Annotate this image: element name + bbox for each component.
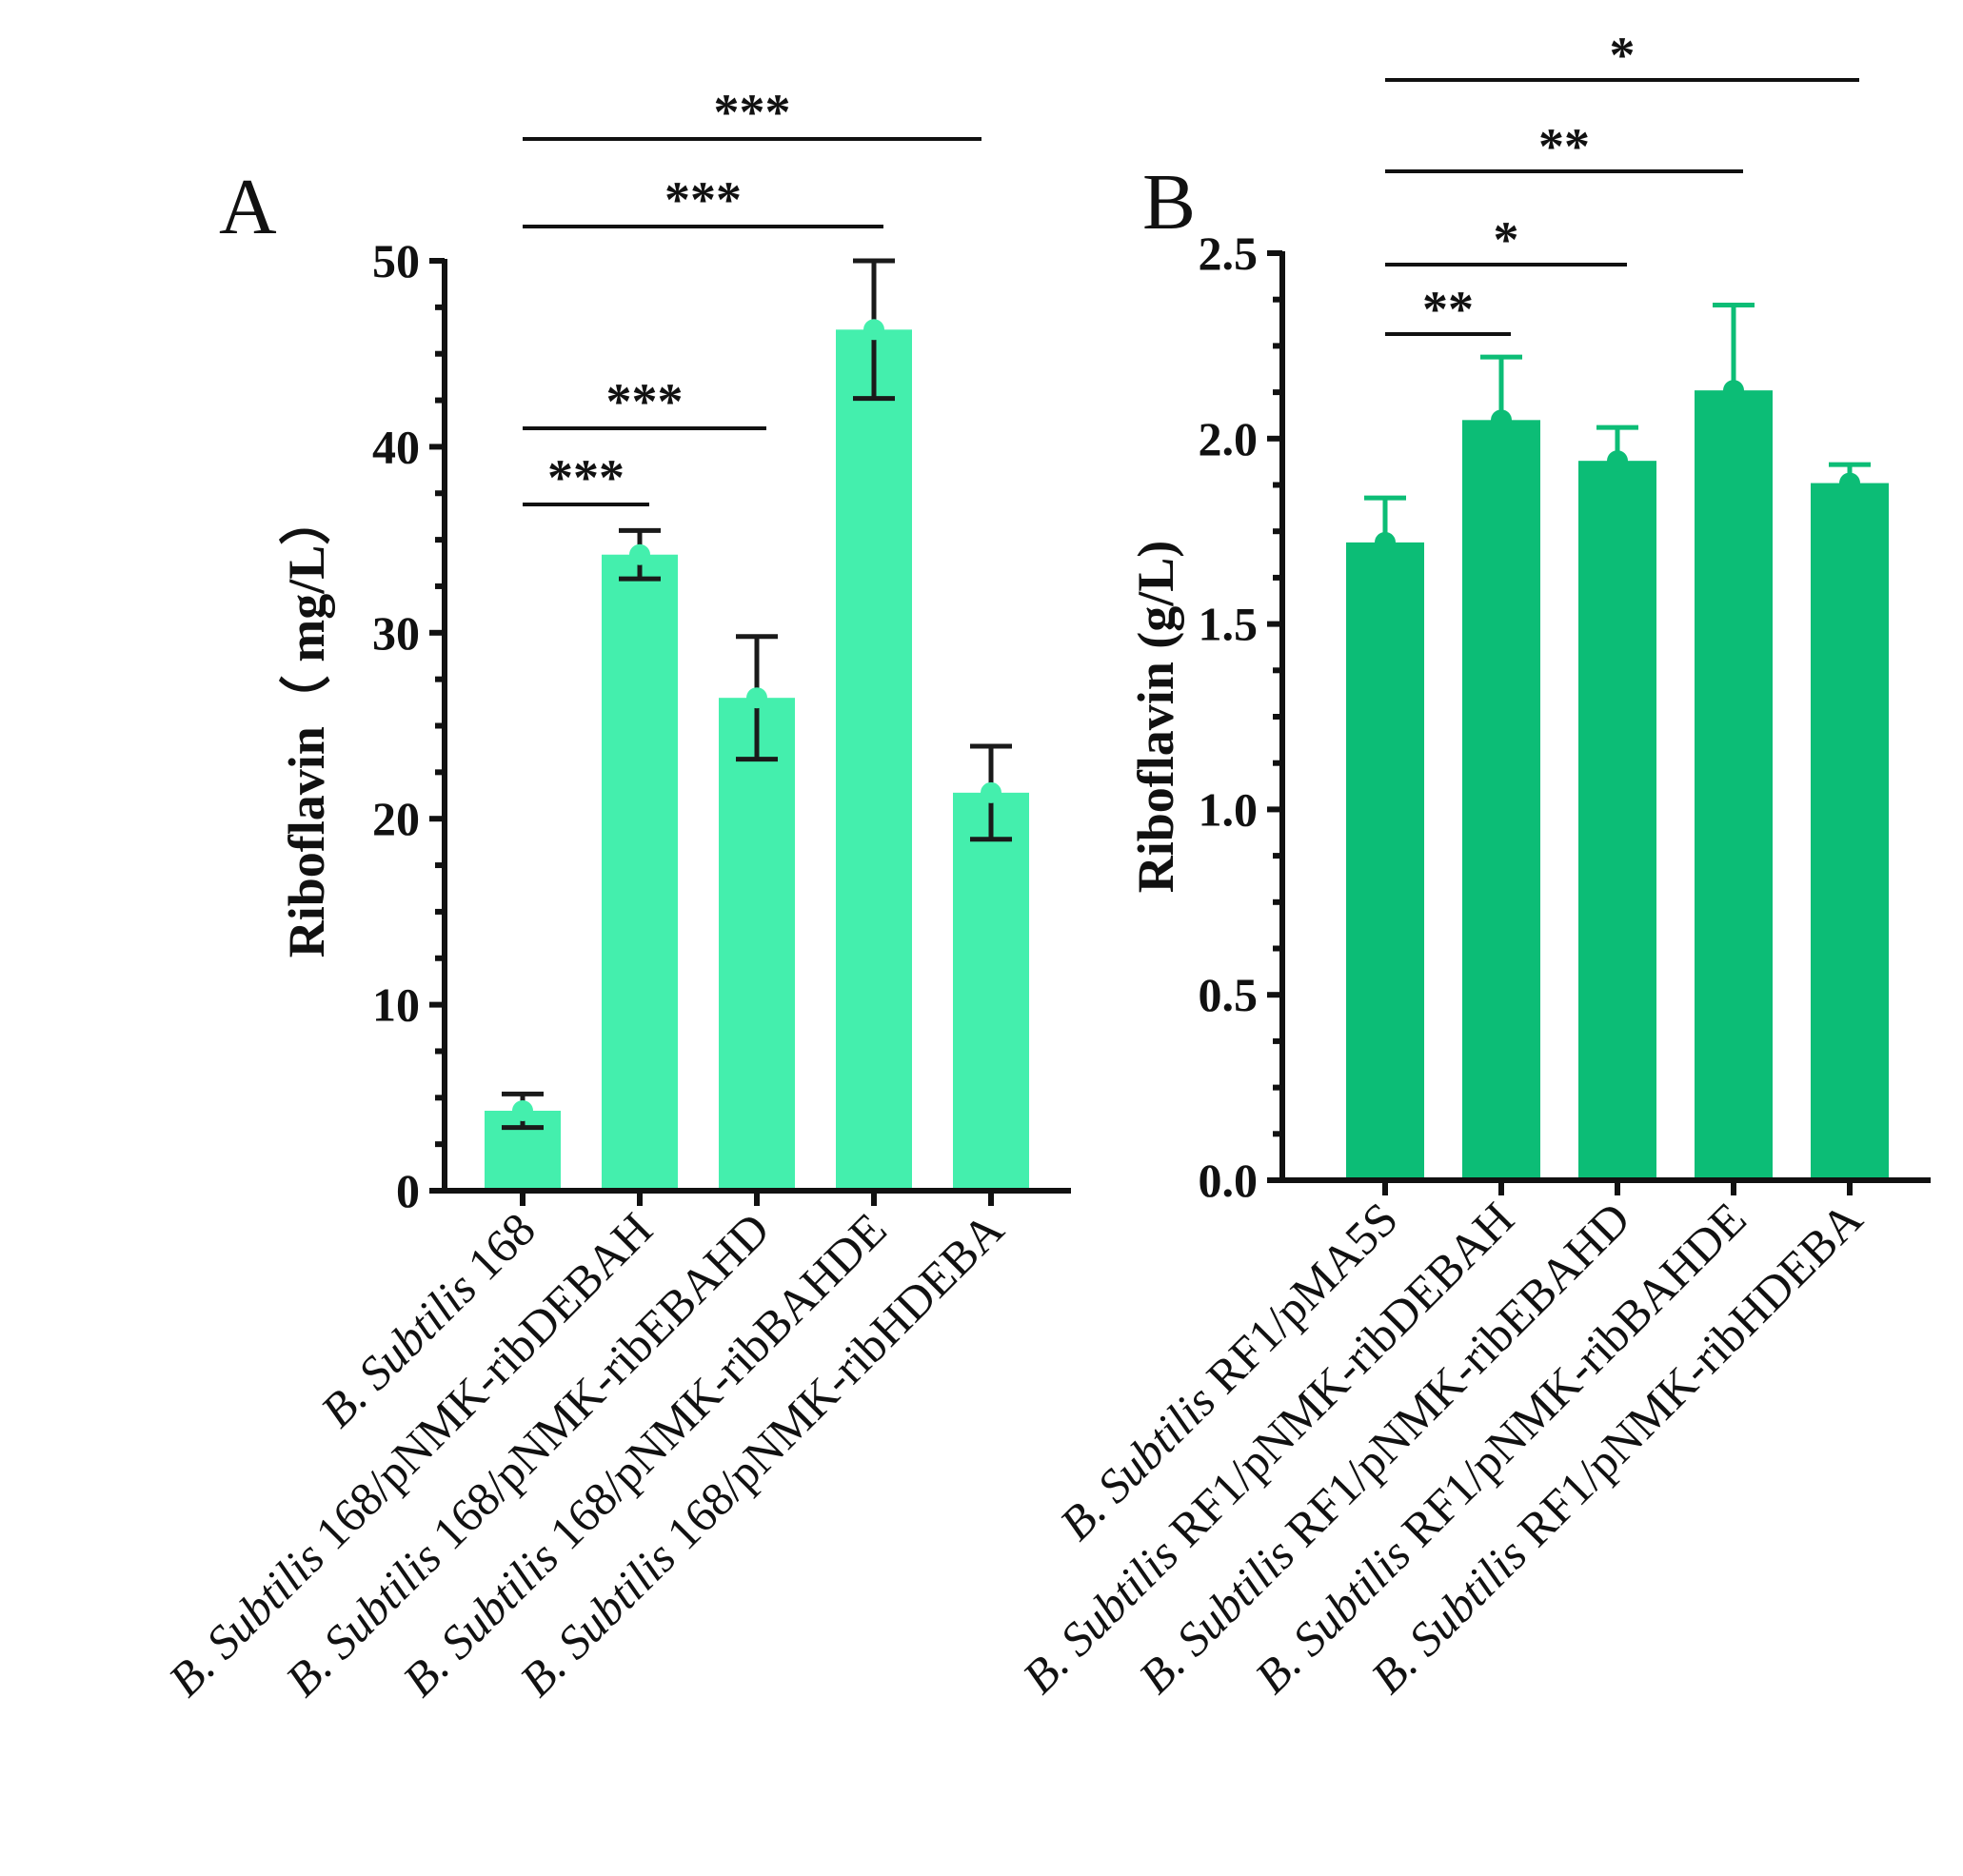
panel-b-ytick-label-4: 2.0 [1199,412,1259,465]
panel-a-sig-label-1: *** [547,449,625,506]
panel-b-ytick-label-5: 2.5 [1199,227,1259,280]
panel-b-bar-4 [1695,390,1773,1181]
panel-a-letter: A [219,163,277,251]
panel-a-point-2 [629,543,650,565]
panel-b-chart: B0.00.51.01.52.02.5B. Subtilis RF1/pMA5S… [1012,27,1931,1704]
panel-a-bar-5 [953,792,1029,1191]
panel-b-ytick-label-2: 1.0 [1199,782,1259,836]
panel-b-bar-5 [1811,483,1889,1180]
panel-a-sig-label-3: *** [664,171,742,228]
panel-b-letter: B [1142,158,1196,247]
panel-b-point-3 [1607,450,1628,472]
panel-b-point-5 [1839,472,1860,494]
panel-a-point-1 [512,1099,533,1121]
panel-b-category-label-3: B. Subtilis RF1/pNMK-ribEBAHD [1128,1192,1640,1704]
panel-b-sig-label-4: * [1610,27,1636,84]
panel-a-point-3 [746,687,767,709]
panel-a-category-label-3: B. Subtilis 168/pNMK-ribEBAHD [275,1202,780,1707]
panel-a-point-5 [981,781,1001,803]
panel-b-bar-3 [1578,461,1656,1180]
panel-b-y-title: Riboflavin (g/L) [1127,541,1184,894]
panel-b-bar-1 [1346,542,1424,1180]
panel-a-bar-3 [719,698,795,1191]
panel-a-ytick-label-1: 10 [372,978,420,1032]
panel-a-point-4 [863,319,884,341]
panel-b-point-4 [1723,380,1744,402]
panel-b-sig-label-1: ** [1422,281,1474,338]
panel-b-ytick-label-3: 1.5 [1199,598,1259,651]
panel-b-bar-2 [1462,420,1540,1180]
panel-a-bar-2 [602,554,678,1191]
panel-b-point-2 [1491,409,1512,431]
panel-b-sig-label-3: ** [1538,118,1590,175]
panel-b-sig-label-2: * [1494,211,1519,268]
panel-b-ytick-label-0: 0.0 [1199,1154,1259,1207]
panel-a-ytick-label-3: 30 [372,606,420,660]
panel-a-ytick-label-4: 40 [372,420,420,473]
panel-b-point-1 [1375,531,1396,553]
panel-a-sig-label-4: *** [714,84,791,141]
panel-a-ytick-label-0: 0 [396,1164,420,1217]
panel-a-bar-4 [836,329,912,1192]
panel-a-ytick-label-2: 20 [372,792,420,845]
panel-b-ytick-label-1: 0.5 [1199,968,1259,1021]
panel-a-ytick-label-5: 50 [372,234,420,287]
panel-a-y-title: Riboflavin（ mg/L） [278,494,335,958]
panel-a-sig-label-2: *** [606,373,684,430]
